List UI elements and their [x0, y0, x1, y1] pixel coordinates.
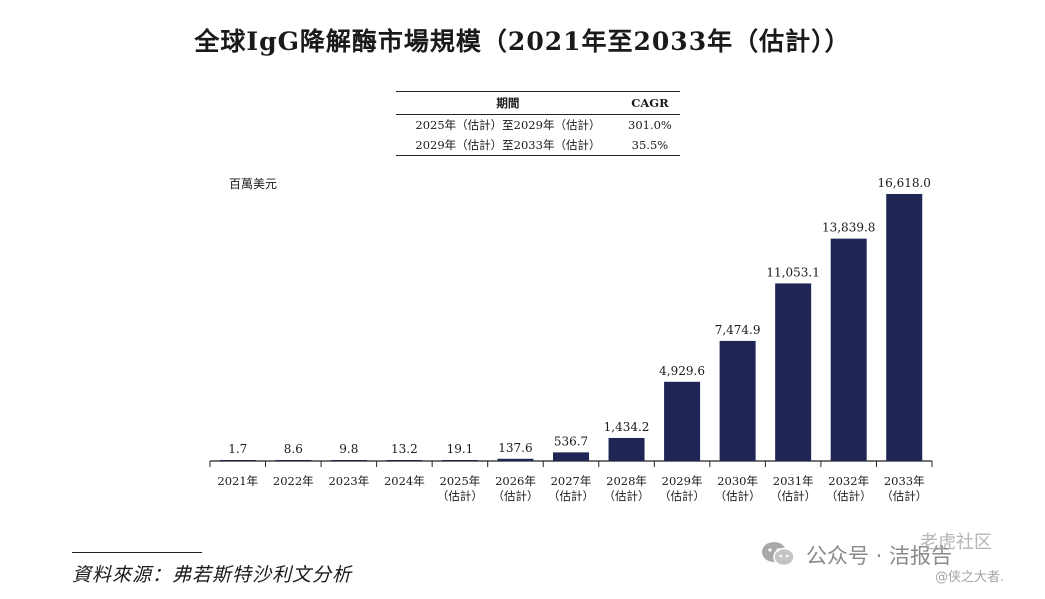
- cagr-header-period: 期間: [396, 91, 620, 115]
- data-label: 1.7: [228, 442, 247, 456]
- cagr-period: 2025年（估計）至2029年（估計）: [415, 118, 601, 132]
- x-tick-sublabel: （估計）: [437, 489, 483, 503]
- bar: [886, 194, 923, 461]
- x-tick-sublabel: （估計）: [659, 489, 705, 503]
- x-tick-label: 2032年: [828, 474, 869, 488]
- bar: [497, 458, 534, 461]
- data-label: 1,434.2: [604, 420, 650, 434]
- bar: [719, 340, 756, 461]
- x-tick-label: 2027年: [551, 474, 592, 488]
- bar: [830, 238, 867, 461]
- cagr-row: 2025年（估計）至2029年（估計） 301.0%: [396, 115, 680, 136]
- x-tick-label: 2026年: [495, 474, 536, 488]
- source-note: 資料來源：弗若斯特沙利文分析: [72, 564, 353, 586]
- x-tick-sublabel: （估計）: [826, 489, 872, 503]
- data-label: 13.2: [391, 442, 418, 456]
- cagr-row: 2029年（估計）至2033年（估計） 35.5%: [396, 135, 680, 156]
- data-label: 536.7: [554, 434, 588, 448]
- x-tick-sublabel: （估計）: [715, 489, 761, 503]
- bar: [386, 460, 423, 461]
- wechat-icon: [762, 542, 795, 567]
- bar: [664, 381, 701, 461]
- cagr-value: 301.0%: [628, 118, 672, 132]
- unit-label: 百萬美元: [229, 177, 278, 191]
- bar: [219, 460, 256, 461]
- watermark-sub: @侠之大者.: [935, 570, 1005, 585]
- x-tick-label: 2030年: [717, 474, 758, 488]
- x-tick-sublabel: （估計）: [770, 489, 816, 503]
- x-tick-label: 2022年: [273, 474, 314, 488]
- bar: [275, 460, 312, 461]
- data-label: 16,618.0: [878, 176, 931, 190]
- data-label: 9.8: [339, 442, 358, 456]
- bar: [608, 437, 645, 461]
- cagr-header-cagr: CAGR: [619, 91, 680, 115]
- bar: [441, 460, 478, 461]
- cagr-table: 期間 CAGR 2025年（估計）至2029年（估計） 301.0% 2029年…: [396, 91, 680, 156]
- x-tick-label: 2033年: [884, 474, 925, 488]
- x-tick-label: 2028年: [606, 474, 647, 488]
- watermark: 公众号 · 洁报告 老虎社区 @侠之大者.: [760, 528, 1030, 588]
- watermark-main: 公众号 · 洁报告: [806, 544, 953, 568]
- x-tick-label: 2029年: [662, 474, 703, 488]
- x-tick-sublabel: （估計）: [881, 489, 927, 503]
- data-label: 13,839.8: [822, 221, 875, 235]
- bar: [553, 452, 589, 461]
- data-label: 19.1: [447, 442, 474, 456]
- bar: [775, 283, 812, 461]
- data-label: 11,053.1: [766, 265, 819, 279]
- bar: [330, 460, 367, 461]
- x-tick-sublabel: （估計）: [548, 489, 594, 503]
- data-label: 4,929.6: [659, 364, 705, 378]
- data-label: 7,474.9: [715, 323, 761, 337]
- source-divider: [72, 552, 202, 553]
- x-tick-sublabel: （估計）: [492, 489, 538, 503]
- x-tick-label: 2031年: [773, 474, 814, 488]
- x-tick-label: 2024年: [384, 474, 425, 488]
- data-label: 8.6: [284, 442, 303, 456]
- cagr-value: 35.5%: [619, 135, 680, 156]
- cagr-period: 2029年（估計）至2033年（估計）: [396, 135, 620, 156]
- watermark-top: 老虎社区: [920, 532, 992, 553]
- x-tick-label: 2021年: [217, 474, 258, 488]
- chart-title: 全球IgG降解酶市場規模（2021年至2033年（估計））: [194, 27, 851, 56]
- data-label: 137.6: [498, 441, 532, 455]
- x-tick-label: 2025年: [440, 474, 481, 488]
- x-tick-sublabel: （估計）: [604, 489, 650, 503]
- x-tick-label: 2023年: [328, 474, 369, 488]
